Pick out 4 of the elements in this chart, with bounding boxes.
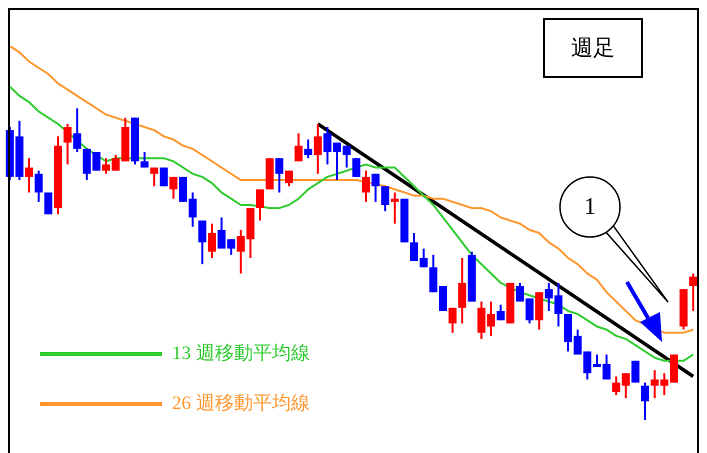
text: 26 週移動平均線 (172, 392, 310, 414)
text: 13 週移動平均線 (172, 342, 310, 364)
annotation: 1 (583, 193, 597, 221)
text: 週足 (543, 18, 643, 78)
